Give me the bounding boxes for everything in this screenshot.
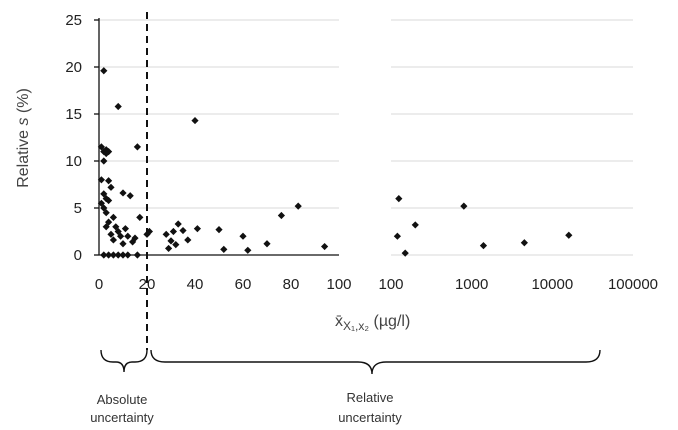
data-point-linear-14 <box>105 196 113 205</box>
data-point-linear-43 <box>162 230 170 238</box>
x-tick-label-8: 10000 <box>531 276 573 293</box>
data-point-linear-56 <box>244 246 252 254</box>
x-tick-label-3: 60 <box>235 276 252 293</box>
data-point-linear-39 <box>119 251 127 259</box>
x-tick-label-5: 100 <box>326 276 351 293</box>
data-point-linear-0 <box>100 67 108 75</box>
data-point-linear-1 <box>114 102 122 111</box>
y-tick-label-1: 5 <box>74 200 82 217</box>
x-tick-label-6: 100 <box>378 276 403 293</box>
data-point-linear-54 <box>220 245 228 253</box>
y-axis-label-italic: s <box>15 118 32 126</box>
data-point-log-6 <box>520 239 528 247</box>
data-point-linear-32 <box>129 238 137 246</box>
data-point-linear-9 <box>97 176 105 184</box>
data-point-linear-42 <box>145 227 153 236</box>
data-point-log-4 <box>460 202 468 210</box>
data-point-linear-35 <box>100 251 108 259</box>
data-point-linear-41 <box>133 251 141 259</box>
gridlines <box>99 19 633 209</box>
data-point-linear-20 <box>126 192 134 200</box>
data-point-linear-60 <box>321 242 329 251</box>
data-point-linear-37 <box>109 251 117 259</box>
data-point-linear-26 <box>107 230 115 238</box>
data-point-linear-8 <box>102 149 110 158</box>
data-point-log-1 <box>393 232 401 240</box>
data-point-linear-48 <box>191 116 199 125</box>
relative-brace <box>150 349 601 375</box>
data-point-linear-45 <box>174 220 182 228</box>
data-points <box>97 67 573 259</box>
data-point-linear-28 <box>124 232 132 240</box>
data-point-linear-44 <box>169 227 177 236</box>
data-point-linear-27 <box>117 232 125 240</box>
data-point-linear-7 <box>100 157 108 165</box>
data-point-linear-19 <box>119 189 127 197</box>
data-point-linear-57 <box>263 240 271 248</box>
y-tick-label-2: 10 <box>65 153 82 170</box>
tick-labels: 0 20 40 60 80 100 100 1000 10000 100000 0 5 10 15 20 25 <box>65 12 658 293</box>
data-point-linear-38 <box>114 251 122 259</box>
data-point-linear-55 <box>239 232 247 240</box>
x-tick-label-9: 100000 <box>608 276 658 293</box>
data-point-log-5 <box>479 242 488 250</box>
x-tick-label-0: 0 <box>95 276 103 293</box>
data-point-linear-17 <box>102 209 110 217</box>
data-point-linear-52 <box>165 244 173 253</box>
data-point-linear-10 <box>105 177 113 185</box>
y-tick-label-5: 25 <box>65 12 82 29</box>
absolute-brace <box>100 349 148 373</box>
data-point-linear-58 <box>277 211 285 220</box>
data-point-log-3 <box>411 221 419 229</box>
data-point-linear-30 <box>109 236 117 244</box>
data-point-linear-6 <box>133 143 141 151</box>
relative-label-line2: uncertainty <box>338 410 402 425</box>
data-point-log-2 <box>401 249 409 257</box>
data-point-linear-59 <box>294 202 302 210</box>
axes <box>94 18 633 256</box>
data-point-linear-22 <box>102 223 110 231</box>
y-tick-label-0: 0 <box>74 247 82 264</box>
data-point-linear-53 <box>215 226 223 234</box>
x-axis-label-sub: X₁,x₂ <box>343 319 369 333</box>
absolute-label-line1: Absolute <box>97 392 148 407</box>
data-point-linear-46 <box>179 226 187 235</box>
x-tick-label-7: 1000 <box>455 276 488 293</box>
y-tick-label-3: 15 <box>65 106 82 123</box>
data-point-linear-50 <box>172 241 180 249</box>
data-point-linear-49 <box>167 237 175 245</box>
x-tick-label-2: 40 <box>187 276 204 293</box>
x-axis-label: x̄X₁,x₂ (µg/l) <box>335 313 410 333</box>
data-point-linear-18 <box>109 213 117 221</box>
y-axis-label: Relative s (%) <box>15 88 32 188</box>
data-point-log-7 <box>565 231 573 239</box>
x-axis-label-unit: (µg/l) <box>369 313 410 330</box>
data-point-linear-31 <box>119 240 127 248</box>
data-point-linear-51 <box>184 236 192 244</box>
absolute-label-line2: uncertainty <box>90 410 154 425</box>
x-tick-label-1: 20 <box>139 276 156 293</box>
y-axis-label-prefix: Relative <box>15 126 32 188</box>
relative-label-line1: Relative <box>347 390 394 405</box>
x-axis-label-main: x̄ <box>335 313 343 330</box>
y-tick-label-4: 20 <box>65 59 82 76</box>
data-point-linear-33 <box>136 213 144 221</box>
x-tick-label-4: 80 <box>283 276 300 293</box>
data-point-log-0 <box>395 195 403 203</box>
data-point-linear-47 <box>193 225 201 233</box>
data-point-linear-36 <box>105 251 113 259</box>
data-point-linear-11 <box>107 183 115 191</box>
data-point-linear-40 <box>124 251 132 259</box>
data-point-linear-25 <box>121 225 129 233</box>
y-axis-label-suffix: (%) <box>15 88 32 117</box>
